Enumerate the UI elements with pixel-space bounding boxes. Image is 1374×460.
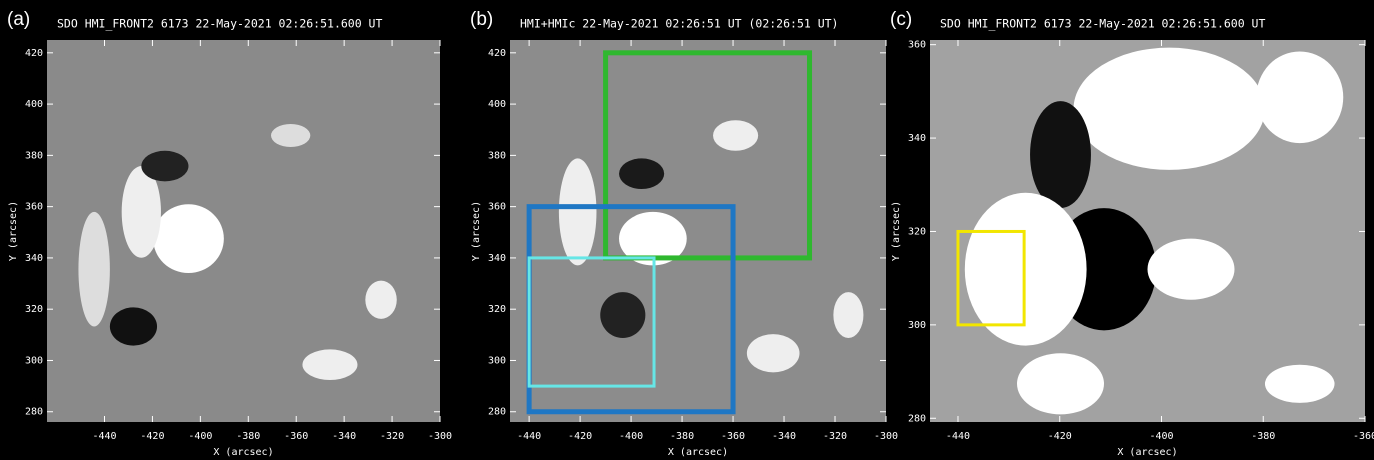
x-tick-label: -420 [140, 431, 164, 442]
feature [1265, 365, 1335, 403]
feature [365, 281, 396, 319]
y-tick-label: 340 [908, 133, 926, 144]
y-axis-title: Y (arcsec) [471, 201, 482, 261]
feature [110, 307, 157, 345]
y-tick-label: 340 [488, 253, 506, 264]
magnetogram [47, 40, 440, 422]
x-tick-label: -360 [1353, 431, 1374, 442]
feature [302, 349, 357, 380]
y-tick-label: 360 [488, 202, 506, 213]
panel-title: SDO HMI_FRONT2 6173 22-May-2021 02:26:51… [57, 17, 382, 31]
y-tick-label: 320 [488, 304, 506, 315]
x-tick-label: -440 [92, 431, 116, 442]
x-tick-label: -320 [823, 431, 847, 442]
y-tick-label: 380 [25, 150, 43, 161]
y-axis-title: Y (arcsec) [891, 201, 902, 261]
x-tick-label: -300 [874, 431, 898, 442]
x-axis-title: X (arcsec) [213, 447, 273, 458]
feature [747, 334, 800, 372]
y-tick-label: 320 [908, 226, 926, 237]
x-tick-label: -300 [428, 431, 452, 442]
y-tick-label: 300 [25, 355, 43, 366]
panel-label: (b) [470, 9, 493, 30]
feature [271, 124, 310, 147]
feature [619, 158, 664, 189]
x-tick-label: -340 [772, 431, 796, 442]
panel-title: SDO HMI_FRONT2 6173 22-May-2021 02:26:51… [940, 17, 1265, 31]
x-axis-title: X (arcsec) [1117, 447, 1177, 458]
y-tick-label: 400 [488, 99, 506, 110]
x-tick-label: -320 [380, 431, 404, 442]
x-tick-label: -420 [568, 431, 592, 442]
y-tick-label: 360 [908, 40, 926, 51]
x-tick-label: -380 [236, 431, 260, 442]
feature [600, 292, 645, 338]
x-tick-label: -440 [517, 431, 541, 442]
y-axis-title: Y (arcsec) [8, 201, 19, 261]
x-tick-label: -360 [284, 431, 308, 442]
feature [1148, 239, 1235, 300]
feature [141, 151, 188, 182]
panel-label: (a) [7, 9, 30, 30]
x-tick-label: -380 [1251, 431, 1275, 442]
feature [1017, 353, 1104, 414]
x-tick-label: -340 [332, 431, 356, 442]
y-tick-label: 280 [488, 407, 506, 418]
x-tick-label: -380 [670, 431, 694, 442]
x-tick-label: -400 [188, 431, 212, 442]
feature [1030, 101, 1091, 208]
feature [78, 212, 109, 327]
feature [1256, 51, 1343, 143]
y-tick-label: 280 [908, 413, 926, 424]
panel-label: (c) [890, 9, 912, 30]
y-tick-label: 280 [25, 407, 43, 418]
feature [1074, 48, 1265, 170]
y-tick-label: 360 [25, 202, 43, 213]
image-area [47, 40, 440, 422]
y-tick-label: 300 [488, 355, 506, 366]
y-tick-label: 420 [488, 48, 506, 59]
feature [833, 292, 863, 338]
x-tick-label: -360 [721, 431, 745, 442]
magnetogram [510, 40, 886, 422]
y-tick-label: 400 [25, 99, 43, 110]
x-tick-label: -420 [1048, 431, 1072, 442]
feature [153, 204, 224, 273]
feature [965, 193, 1087, 346]
y-tick-label: 340 [25, 253, 43, 264]
feature [713, 120, 758, 151]
x-axis-title: X (arcsec) [668, 447, 728, 458]
feature [559, 158, 597, 265]
y-tick-label: 380 [488, 150, 506, 161]
x-tick-label: -400 [1149, 431, 1173, 442]
y-tick-label: 320 [25, 304, 43, 315]
figure: -440 -420 -400 -380 -360 -340 -320 -300 280 300 32… [0, 0, 1374, 460]
y-tick-label: 300 [908, 320, 926, 331]
x-tick-label: -440 [946, 431, 970, 442]
x-tick-label: -400 [619, 431, 643, 442]
y-tick-label: 420 [25, 48, 43, 59]
panel-title: HMI+HMIc 22-May-2021 02:26:51 UT (02:26:… [520, 17, 839, 31]
